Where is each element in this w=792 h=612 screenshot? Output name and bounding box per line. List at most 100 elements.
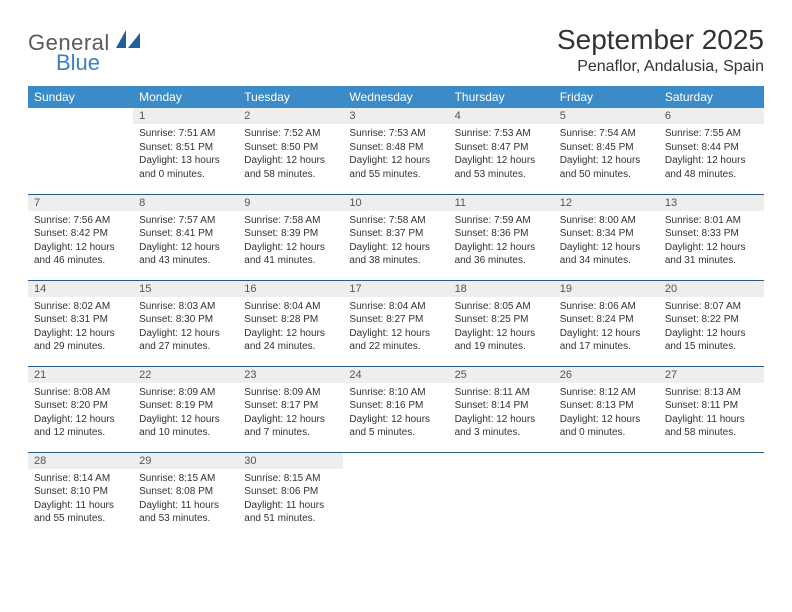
calendar-cell: 2Sunrise: 7:52 AMSunset: 8:50 PMDaylight…	[238, 108, 343, 194]
calendar-week: 1Sunrise: 7:51 AMSunset: 8:51 PMDaylight…	[28, 108, 764, 194]
calendar-week: 14Sunrise: 8:02 AMSunset: 8:31 PMDayligh…	[28, 280, 764, 366]
sunrise-line: Sunrise: 8:04 AM	[244, 300, 337, 314]
sunset-line: Sunset: 8:06 PM	[244, 485, 337, 499]
sunset-line: Sunset: 8:11 PM	[665, 399, 758, 413]
day-number: 8	[133, 195, 238, 211]
day-number: 14	[28, 281, 133, 297]
daylight-line: Daylight: 12 hours and 17 minutes.	[560, 327, 653, 354]
calendar-cell: 1Sunrise: 7:51 AMSunset: 8:51 PMDaylight…	[133, 108, 238, 194]
sunrise-line: Sunrise: 8:15 AM	[244, 472, 337, 486]
calendar-cell: 8Sunrise: 7:57 AMSunset: 8:41 PMDaylight…	[133, 194, 238, 280]
day-details: Sunrise: 8:08 AMSunset: 8:20 PMDaylight:…	[28, 383, 133, 444]
day-details: Sunrise: 7:58 AMSunset: 8:37 PMDaylight:…	[343, 211, 448, 272]
day-number: 28	[28, 453, 133, 469]
daylight-line: Daylight: 12 hours and 29 minutes.	[34, 327, 127, 354]
sunrise-line: Sunrise: 8:00 AM	[560, 214, 653, 228]
sunrise-line: Sunrise: 8:09 AM	[139, 386, 232, 400]
sunrise-line: Sunrise: 7:59 AM	[455, 214, 548, 228]
day-details: Sunrise: 8:03 AMSunset: 8:30 PMDaylight:…	[133, 297, 238, 358]
daylight-line: Daylight: 13 hours and 0 minutes.	[139, 154, 232, 181]
daylight-line: Daylight: 12 hours and 3 minutes.	[455, 413, 548, 440]
daylight-line: Daylight: 12 hours and 7 minutes.	[244, 413, 337, 440]
day-number: 23	[238, 367, 343, 383]
sunset-line: Sunset: 8:36 PM	[455, 227, 548, 241]
sunrise-line: Sunrise: 8:05 AM	[455, 300, 548, 314]
calendar-table: Sunday Monday Tuesday Wednesday Thursday…	[28, 86, 764, 538]
location: Penaflor, Andalusia, Spain	[557, 58, 764, 76]
dayname: Saturday	[659, 86, 764, 108]
sunset-line: Sunset: 8:51 PM	[139, 141, 232, 155]
sunset-line: Sunset: 8:14 PM	[455, 399, 548, 413]
day-number: 4	[449, 108, 554, 124]
day-details: Sunrise: 7:52 AMSunset: 8:50 PMDaylight:…	[238, 124, 343, 185]
daylight-line: Daylight: 11 hours and 51 minutes.	[244, 499, 337, 526]
sunset-line: Sunset: 8:45 PM	[560, 141, 653, 155]
daylight-line: Daylight: 12 hours and 53 minutes.	[455, 154, 548, 181]
day-details: Sunrise: 8:10 AMSunset: 8:16 PMDaylight:…	[343, 383, 448, 444]
sunrise-line: Sunrise: 8:14 AM	[34, 472, 127, 486]
calendar-cell: 28Sunrise: 8:14 AMSunset: 8:10 PMDayligh…	[28, 452, 133, 538]
calendar-week: 28Sunrise: 8:14 AMSunset: 8:10 PMDayligh…	[28, 452, 764, 538]
sunset-line: Sunset: 8:41 PM	[139, 227, 232, 241]
sunrise-line: Sunrise: 7:58 AM	[349, 214, 442, 228]
day-details: Sunrise: 8:12 AMSunset: 8:13 PMDaylight:…	[554, 383, 659, 444]
daylight-line: Daylight: 11 hours and 55 minutes.	[34, 499, 127, 526]
sunrise-line: Sunrise: 8:03 AM	[139, 300, 232, 314]
calendar-cell: 12Sunrise: 8:00 AMSunset: 8:34 PMDayligh…	[554, 194, 659, 280]
day-details: Sunrise: 8:04 AMSunset: 8:28 PMDaylight:…	[238, 297, 343, 358]
day-number: 19	[554, 281, 659, 297]
calendar-cell: 14Sunrise: 8:02 AMSunset: 8:31 PMDayligh…	[28, 280, 133, 366]
daylight-line: Daylight: 12 hours and 22 minutes.	[349, 327, 442, 354]
sunrise-line: Sunrise: 7:53 AM	[349, 127, 442, 141]
calendar-cell: 22Sunrise: 8:09 AMSunset: 8:19 PMDayligh…	[133, 366, 238, 452]
sunrise-line: Sunrise: 7:58 AM	[244, 214, 337, 228]
day-number: 25	[449, 367, 554, 383]
sunrise-line: Sunrise: 7:55 AM	[665, 127, 758, 141]
sunrise-line: Sunrise: 7:57 AM	[139, 214, 232, 228]
daylight-line: Daylight: 11 hours and 58 minutes.	[665, 413, 758, 440]
day-number: 13	[659, 195, 764, 211]
daylight-line: Daylight: 12 hours and 12 minutes.	[34, 413, 127, 440]
calendar-cell: 24Sunrise: 8:10 AMSunset: 8:16 PMDayligh…	[343, 366, 448, 452]
calendar-week: 7Sunrise: 7:56 AMSunset: 8:42 PMDaylight…	[28, 194, 764, 280]
sunset-line: Sunset: 8:24 PM	[560, 313, 653, 327]
day-number: 21	[28, 367, 133, 383]
day-details: Sunrise: 8:14 AMSunset: 8:10 PMDaylight:…	[28, 469, 133, 530]
day-number: 10	[343, 195, 448, 211]
sunrise-line: Sunrise: 8:07 AM	[665, 300, 758, 314]
sunset-line: Sunset: 8:27 PM	[349, 313, 442, 327]
sunset-line: Sunset: 8:48 PM	[349, 141, 442, 155]
calendar-cell: 11Sunrise: 7:59 AMSunset: 8:36 PMDayligh…	[449, 194, 554, 280]
calendar-cell: 25Sunrise: 8:11 AMSunset: 8:14 PMDayligh…	[449, 366, 554, 452]
day-number: 2	[238, 108, 343, 124]
sunrise-line: Sunrise: 8:04 AM	[349, 300, 442, 314]
calendar-cell: 13Sunrise: 8:01 AMSunset: 8:33 PMDayligh…	[659, 194, 764, 280]
day-number: 16	[238, 281, 343, 297]
day-number: 29	[133, 453, 238, 469]
daylight-line: Daylight: 12 hours and 46 minutes.	[34, 241, 127, 268]
sunset-line: Sunset: 8:13 PM	[560, 399, 653, 413]
calendar-cell: 26Sunrise: 8:12 AMSunset: 8:13 PMDayligh…	[554, 366, 659, 452]
day-number: 9	[238, 195, 343, 211]
day-details: Sunrise: 8:01 AMSunset: 8:33 PMDaylight:…	[659, 211, 764, 272]
day-details: Sunrise: 8:07 AMSunset: 8:22 PMDaylight:…	[659, 297, 764, 358]
calendar-cell: 3Sunrise: 7:53 AMSunset: 8:48 PMDaylight…	[343, 108, 448, 194]
sunrise-line: Sunrise: 8:01 AM	[665, 214, 758, 228]
day-details: Sunrise: 7:51 AMSunset: 8:51 PMDaylight:…	[133, 124, 238, 185]
sunrise-line: Sunrise: 7:54 AM	[560, 127, 653, 141]
sunrise-line: Sunrise: 8:06 AM	[560, 300, 653, 314]
day-details: Sunrise: 8:11 AMSunset: 8:14 PMDaylight:…	[449, 383, 554, 444]
day-details: Sunrise: 8:05 AMSunset: 8:25 PMDaylight:…	[449, 297, 554, 358]
day-details: Sunrise: 7:55 AMSunset: 8:44 PMDaylight:…	[659, 124, 764, 185]
daylight-line: Daylight: 12 hours and 15 minutes.	[665, 327, 758, 354]
sunset-line: Sunset: 8:28 PM	[244, 313, 337, 327]
day-number: 18	[449, 281, 554, 297]
sunrise-line: Sunrise: 8:10 AM	[349, 386, 442, 400]
calendar-cell: 30Sunrise: 8:15 AMSunset: 8:06 PMDayligh…	[238, 452, 343, 538]
day-number: 20	[659, 281, 764, 297]
day-details: Sunrise: 8:06 AMSunset: 8:24 PMDaylight:…	[554, 297, 659, 358]
sunset-line: Sunset: 8:20 PM	[34, 399, 127, 413]
day-details: Sunrise: 7:53 AMSunset: 8:47 PMDaylight:…	[449, 124, 554, 185]
day-details: Sunrise: 7:54 AMSunset: 8:45 PMDaylight:…	[554, 124, 659, 185]
sunset-line: Sunset: 8:39 PM	[244, 227, 337, 241]
